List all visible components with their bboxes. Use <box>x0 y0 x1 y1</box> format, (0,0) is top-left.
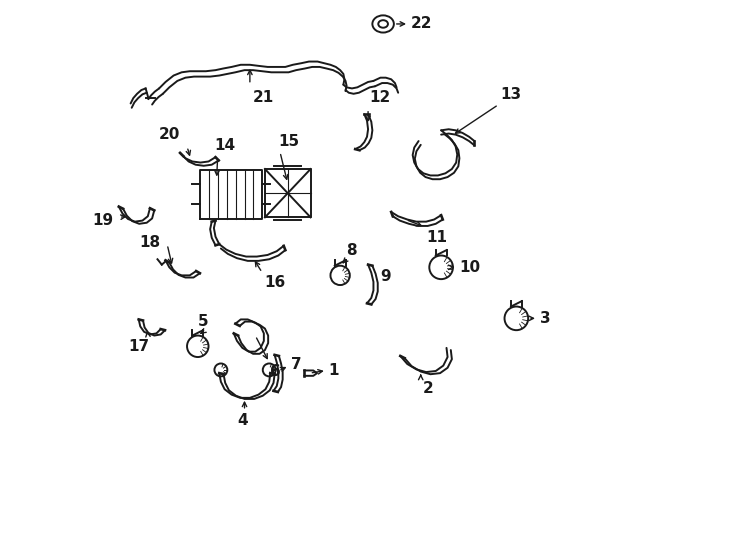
Text: 2: 2 <box>422 381 433 396</box>
Text: 20: 20 <box>159 127 180 142</box>
Text: 4: 4 <box>237 414 247 428</box>
Text: 12: 12 <box>370 90 391 105</box>
Text: 16: 16 <box>264 275 285 291</box>
Text: 6: 6 <box>270 364 281 379</box>
Text: 22: 22 <box>411 16 432 31</box>
Text: 18: 18 <box>139 234 160 249</box>
Text: 19: 19 <box>92 213 114 228</box>
Text: 7: 7 <box>291 356 302 372</box>
Text: 8: 8 <box>346 243 357 258</box>
Text: 14: 14 <box>214 138 235 153</box>
Text: 3: 3 <box>540 311 550 326</box>
Text: 13: 13 <box>501 87 521 103</box>
Text: 9: 9 <box>380 269 390 284</box>
Text: 17: 17 <box>128 339 149 354</box>
Text: 1: 1 <box>328 363 339 378</box>
Text: 15: 15 <box>278 133 299 148</box>
Text: 21: 21 <box>253 90 275 105</box>
Text: 11: 11 <box>426 230 447 245</box>
Text: 5: 5 <box>197 314 208 329</box>
Text: 10: 10 <box>459 260 481 275</box>
